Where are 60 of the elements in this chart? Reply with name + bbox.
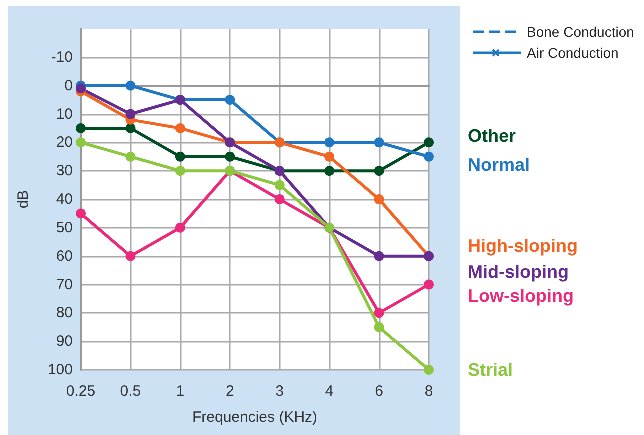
point [76, 208, 86, 219]
point [424, 280, 434, 290]
y-tick-label: 80 [56, 304, 73, 322]
text: Bone Conduction [527, 24, 634, 40]
point [324, 152, 335, 162]
y-tick-label: 60 [56, 248, 73, 265]
x-tick-label: 6 [375, 383, 384, 400]
y-tick-label: 100 [48, 362, 73, 378]
point [324, 166, 335, 176]
point [76, 84, 86, 94]
point [374, 194, 384, 204]
y-tick-label: 40 [56, 191, 73, 208]
point [126, 80, 136, 91]
y-tick-label: -10 [51, 48, 73, 66]
point [175, 123, 186, 134]
point [424, 138, 434, 148]
point [76, 138, 86, 148]
series-label: Low-sloping [468, 286, 574, 307]
y-axis-title: dB [15, 190, 32, 209]
series-label: Other [468, 126, 516, 147]
point [225, 152, 236, 162]
y-tick-label: 70 [56, 276, 73, 294]
point [424, 365, 434, 375]
point [126, 251, 136, 262]
x-tick-label: 0.5 [120, 383, 142, 400]
x-tick-label: 1 [176, 383, 185, 400]
y-tick-label: 90 [56, 333, 73, 350]
point [126, 123, 136, 134]
point [274, 180, 285, 190]
point [175, 152, 186, 162]
point [374, 308, 384, 318]
series-label: Normal [468, 155, 530, 176]
series-label: Strial [468, 360, 514, 381]
point [374, 166, 384, 176]
series-label: Mid-sloping [468, 262, 569, 283]
point [76, 123, 86, 134]
text: Air Conduction [527, 45, 619, 61]
y-tick-label: 50 [56, 219, 73, 236]
point [225, 95, 236, 106]
x-tick-label: 0.25 [66, 383, 96, 400]
y-tick-label: 0 [64, 77, 73, 94]
point [175, 222, 186, 233]
point [175, 166, 186, 176]
point [374, 322, 384, 332]
point [324, 138, 335, 148]
y-tick-label: 20 [56, 134, 73, 152]
point [274, 194, 285, 204]
x-tick-label: 8 [424, 383, 434, 400]
x-tick-label: 3 [276, 383, 284, 400]
point [126, 152, 136, 162]
x-tick-label: 4 [325, 383, 334, 400]
series-label: High-sloping [468, 236, 578, 257]
point [424, 152, 434, 162]
point [126, 109, 136, 120]
y-tick-label: 10 [56, 106, 73, 123]
y-tick-label: 30 [56, 162, 73, 180]
x-axis-title: Frequencies (KHz) [192, 409, 318, 426]
x-tick-label: 2 [226, 383, 234, 400]
point [374, 138, 384, 148]
point [374, 251, 384, 262]
